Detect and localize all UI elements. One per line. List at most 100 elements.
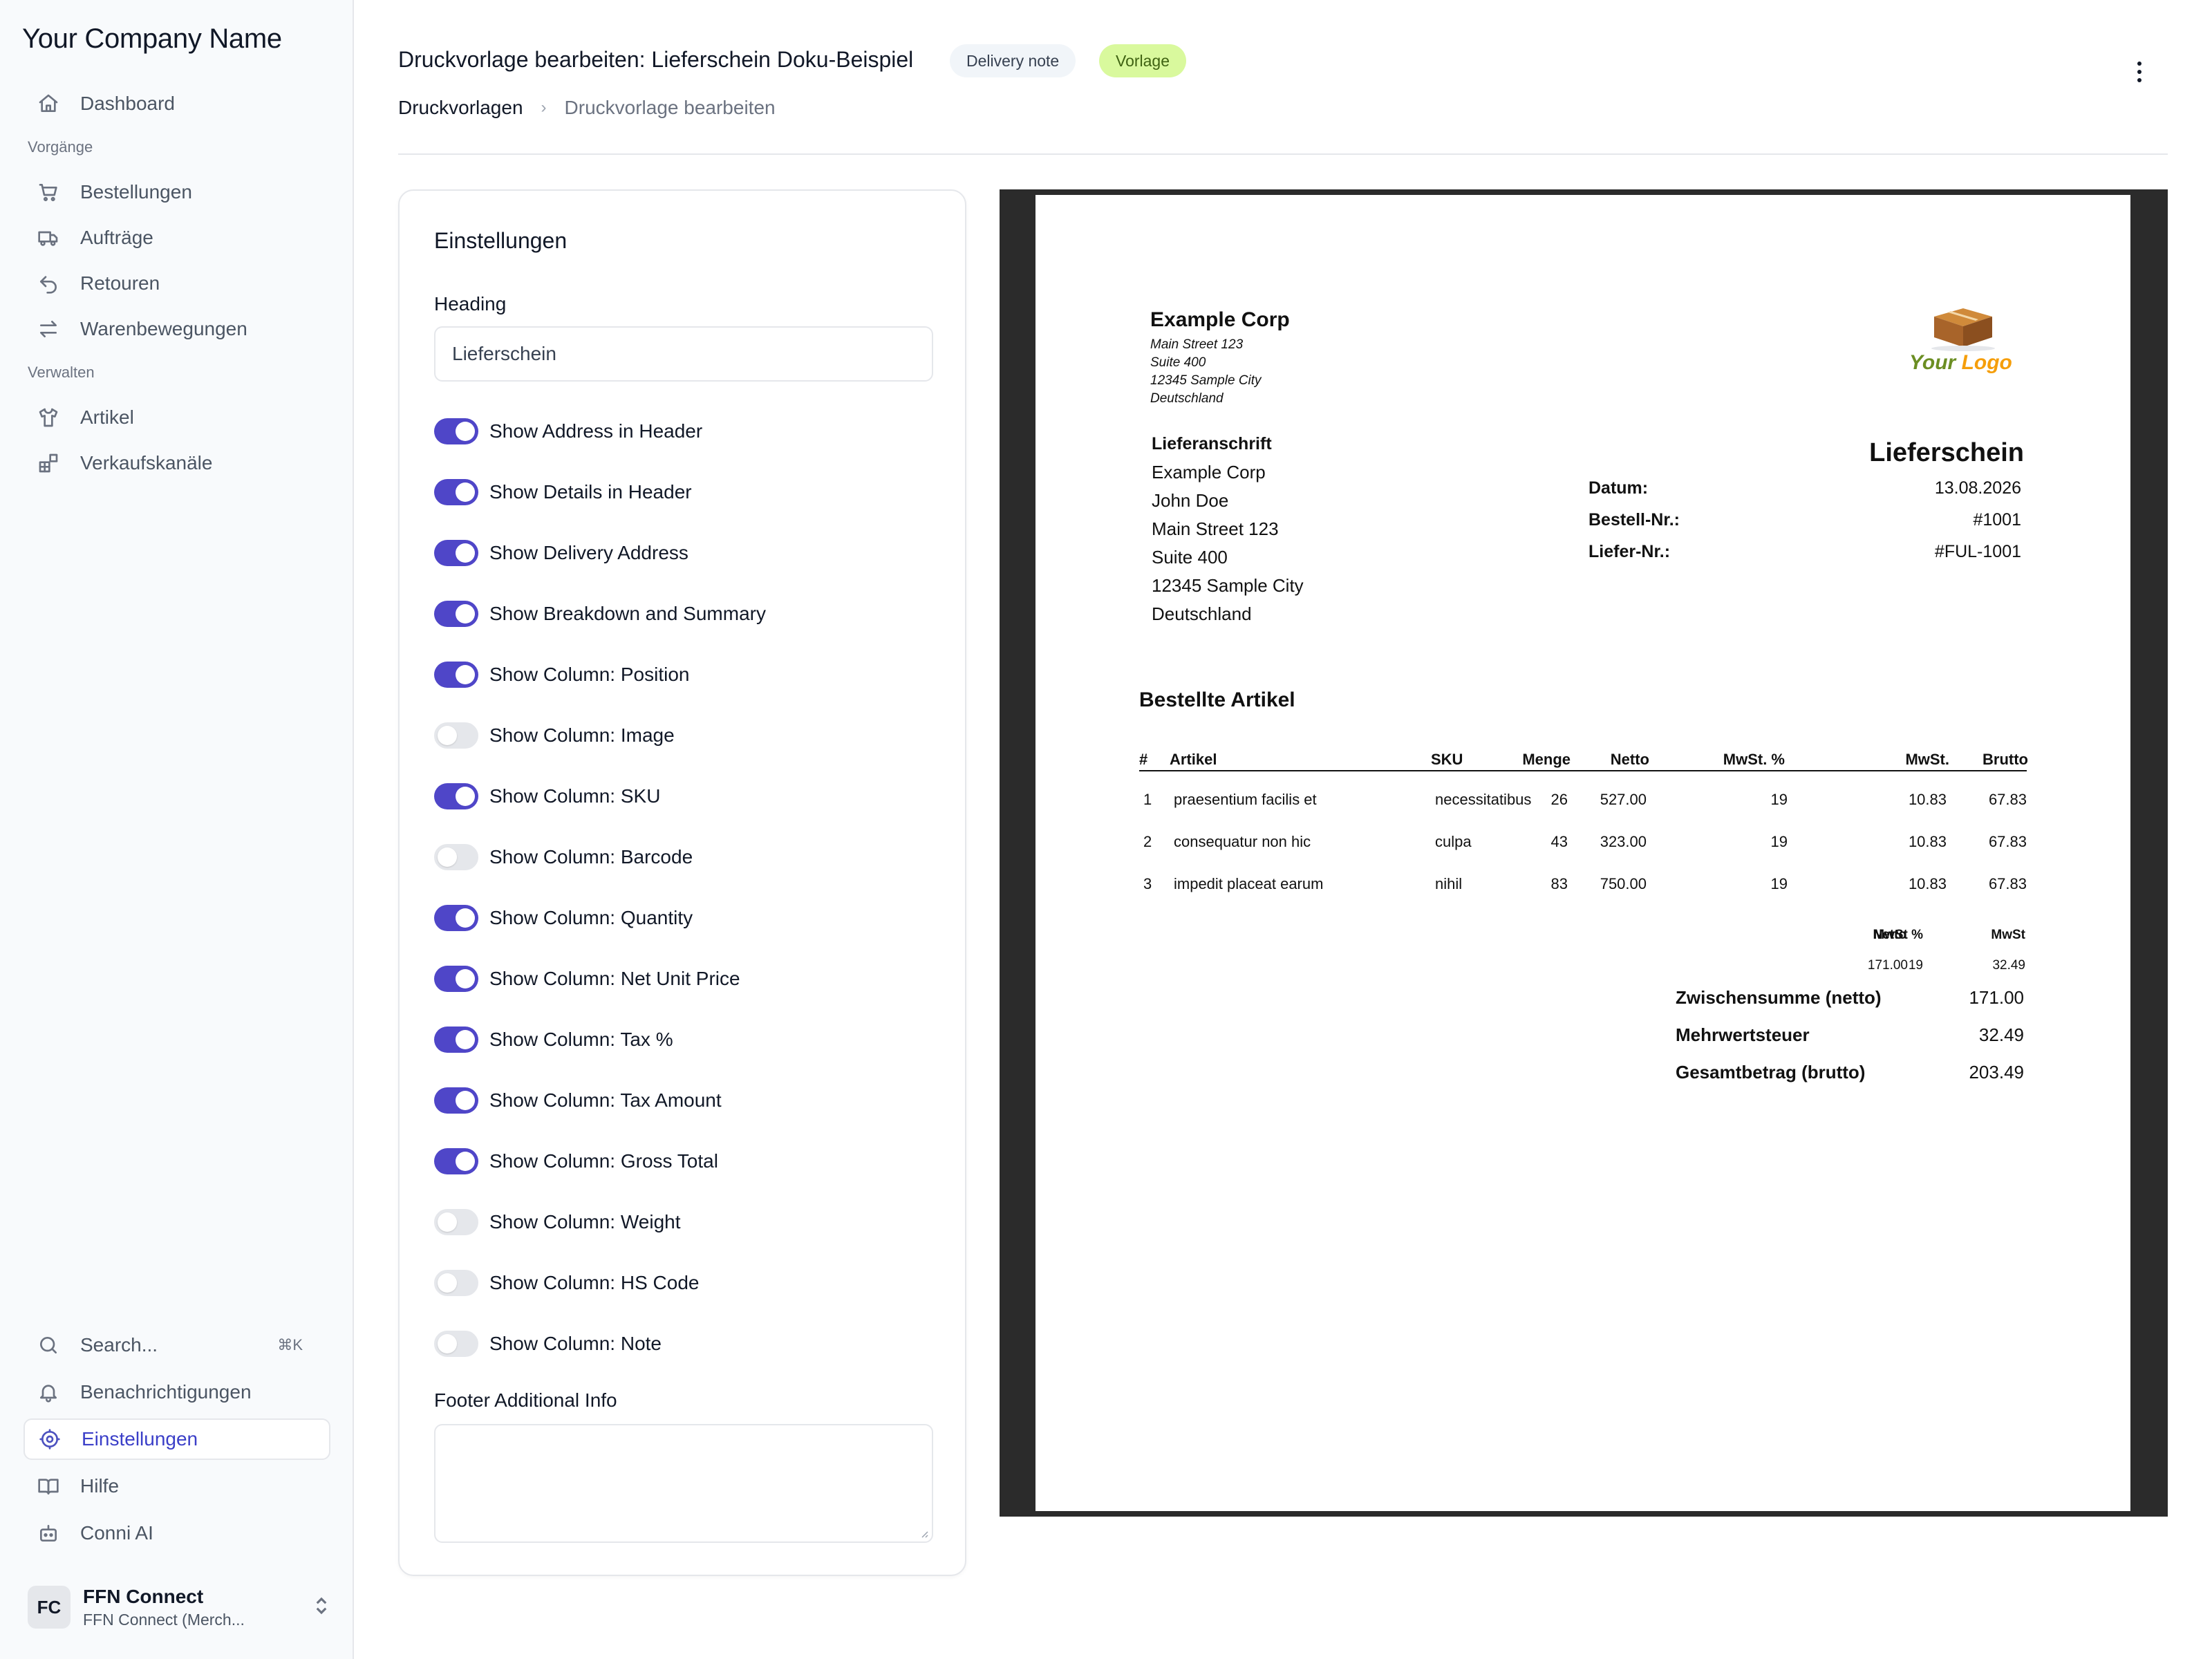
company-name-header: Example Corp [1150,308,1290,331]
table-cell: 26 [1550,791,1568,808]
toggle-row[interactable]: Show Delivery Address [434,539,688,567]
toggle-switch[interactable] [434,1270,478,1296]
meta-value: #1001 [1973,510,2021,529]
table-cell: 10.83 [1908,833,1947,850]
nav-dashboard-label: Dashboard [80,93,175,114]
nav-dashboard[interactable]: Dashboard [24,83,330,124]
delivery-address-title: Lieferanschrift [1152,434,1272,453]
toggle-switch[interactable] [434,1331,478,1357]
toggle-label: Show Column: Gross Total [489,1150,718,1172]
shirt-icon [36,405,61,430]
chevron-up-down-icon [311,1595,332,1620]
toggle-knob [438,1334,457,1353]
table-cell: 10.83 [1908,791,1947,808]
toggle-switch[interactable] [434,1087,478,1114]
nav-help[interactable]: Hilfe [24,1465,330,1507]
toggle-row[interactable]: Show Column: Weight [434,1208,681,1236]
toggle-switch[interactable] [434,844,478,870]
breadcrumb-parent[interactable]: Druckvorlagen [398,97,523,118]
total-label: Zwischensumme (netto) [1676,987,1882,1008]
toggle-knob [456,908,475,928]
meta-value: 13.08.2026 [1934,478,2021,498]
toggle-row[interactable]: Show Details in Header [434,478,692,506]
toggle-label: Show Column: Barcode [489,846,693,868]
total-value: 203.49 [1969,1062,2024,1082]
nav-movements[interactable]: Warenbewegungen [24,308,330,350]
toggle-row[interactable]: Show Address in Header [434,418,702,445]
toggle-row[interactable]: Show Column: Barcode [434,843,693,871]
avatar: FC [28,1586,71,1629]
cart-icon [36,180,61,205]
toggle-switch[interactable] [434,479,478,505]
nav-help-label: Hilfe [80,1475,120,1497]
nav-articles[interactable]: Artikel [24,397,330,438]
book-icon [36,1474,61,1499]
document-page: Example Corp Main Street 123 Suite 400 1… [1035,195,2130,1511]
toggle-label: Show Column: Tax Amount [489,1089,722,1111]
toggle-label: Show Column: HS Code [489,1272,700,1293]
toggle-knob [456,787,475,806]
nav-returns[interactable]: Retouren [24,263,330,304]
toggle-label: Show Column: Tax % [489,1029,673,1050]
nav-channels[interactable]: Verkaufskanäle [24,442,330,484]
toggle-label: Show Column: Weight [489,1211,681,1232]
toggle-row[interactable]: Show Column: Position [434,661,689,688]
toggle-switch[interactable] [434,1027,478,1053]
meta-label: Bestell-Nr.: [1588,510,1680,529]
nav-settings[interactable]: Einstellungen [24,1418,330,1460]
toggle-row[interactable]: Show Column: Tax Amount [434,1087,722,1114]
table-header-cell: # [1139,751,1148,768]
toggle-row[interactable]: Show Column: HS Code [434,1269,699,1297]
nav-ai[interactable]: Conni AI [24,1512,330,1554]
bot-icon [36,1521,61,1546]
table-header-cell: Brutto [1983,751,2028,768]
status-badge: Vorlage [1099,44,1187,77]
toggle-switch[interactable] [434,601,478,627]
toggle-switch[interactable] [434,418,478,444]
home-icon [36,91,61,116]
table-cell: 67.83 [1988,833,2027,850]
toggle-switch[interactable] [434,966,478,992]
footer-info-label: Footer Additional Info [434,1389,617,1411]
toggle-switch[interactable] [434,905,478,931]
toggle-row[interactable]: Show Column: Tax % [434,1026,673,1053]
nav-jobs[interactable]: Aufträge [24,217,330,259]
toggle-row[interactable]: Show Column: Image [434,722,675,749]
table-cell: 67.83 [1988,791,2027,808]
nav-notifications[interactable]: Benachrichtigungen [24,1371,330,1413]
breakdown-header: Netto [1873,928,1906,942]
toggle-switch[interactable] [434,1209,478,1235]
total-label: Mehrwertsteuer [1676,1024,1810,1045]
more-options-icon[interactable] [2129,55,2150,88]
heading-input[interactable] [434,326,933,382]
gear-icon [37,1427,62,1452]
toggle-row[interactable]: Show Column: Gross Total [434,1147,718,1175]
toggle-row[interactable]: Show Column: Net Unit Price [434,965,740,993]
nav-search[interactable]: Search... ⌘K [24,1324,330,1366]
nav-orders[interactable]: Bestellungen [24,171,330,213]
toggle-row[interactable]: Show Column: Quantity [434,904,693,932]
document-heading: Lieferschein [1869,438,2024,467]
toggle-label: Show Address in Header [489,420,703,442]
toggle-switch[interactable] [434,662,478,688]
toggle-switch[interactable] [434,722,478,749]
toggle-row[interactable]: Show Column: Note [434,1330,662,1358]
toggle-switch[interactable] [434,783,478,809]
table-cell: 3 [1143,875,1152,892]
table-header-cell: MwSt. % [1723,751,1785,768]
user-switcher[interactable]: FC FFN Connect FFN Connect (Merch... [28,1583,332,1631]
toggle-switch[interactable] [434,540,478,566]
delivery-address-line: John Doe [1152,490,1229,511]
toggle-label: Show Column: Quantity [489,907,693,928]
nav-settings-label: Einstellungen [82,1428,198,1450]
toggle-switch[interactable] [434,1148,478,1174]
resize-grip-icon[interactable] [918,1528,929,1539]
table-cell: 67.83 [1988,875,2027,892]
nav-returns-label: Retouren [80,272,160,294]
toggle-row[interactable]: Show Column: SKU [434,782,660,810]
items-section-title: Bestellte Artikel [1139,688,1295,711]
toggle-label: Show Breakdown and Summary [489,603,766,624]
toggle-label: Show Details in Header [489,481,692,503]
toggle-row[interactable]: Show Breakdown and Summary [434,600,766,628]
footer-info-textarea[interactable] [434,1424,933,1543]
